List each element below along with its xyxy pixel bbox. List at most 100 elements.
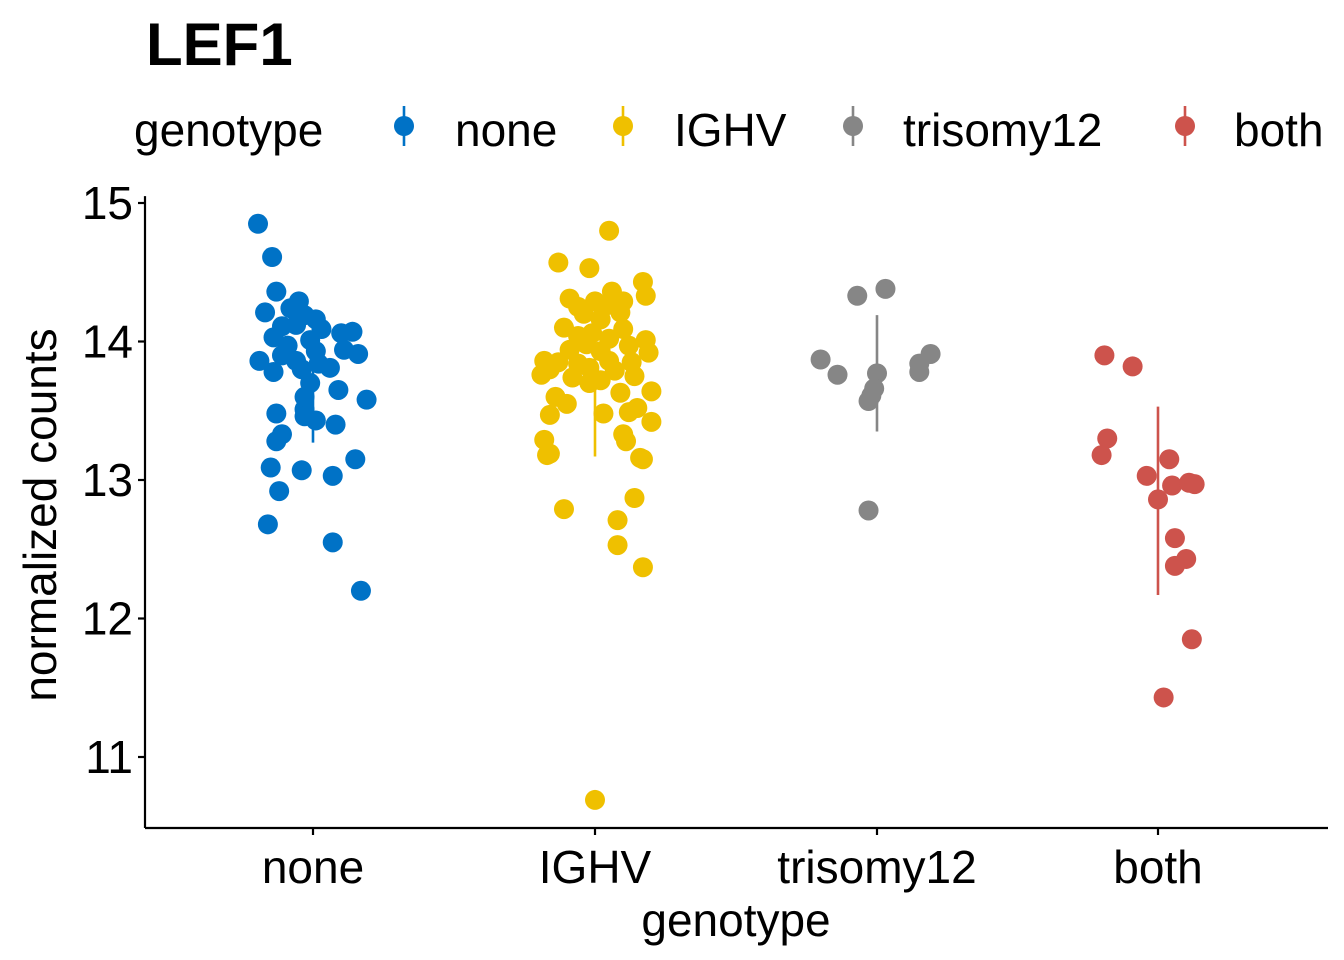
data-point-trisomy12 (827, 364, 848, 385)
y-tick-label: 11 (85, 731, 133, 783)
data-point-trisomy12 (909, 361, 930, 382)
legend-item-none: none (394, 104, 557, 156)
data-point-ighv (632, 449, 653, 470)
data-point-ighv (562, 367, 583, 388)
data-point-none (305, 410, 326, 431)
data-point-trisomy12 (858, 500, 879, 521)
data-point-none (266, 431, 287, 452)
legend-key-dot (394, 116, 414, 136)
x-tick-label-trisomy12: trisomy12 (777, 841, 976, 893)
data-point-none (328, 379, 349, 400)
data-point-none (266, 281, 287, 302)
data-point-ighv (607, 535, 628, 556)
data-point-ighv (618, 402, 639, 423)
data-point-trisomy12 (810, 349, 831, 370)
data-point-ighv (607, 510, 628, 531)
x-tick-label-both: both (1113, 841, 1203, 893)
legend-label: none (455, 104, 557, 156)
data-point-trisomy12 (867, 363, 887, 384)
data-point-ighv (539, 404, 560, 425)
x-axis-title: genotype (641, 894, 830, 946)
y-tick-label: 15 (82, 177, 133, 229)
data-point-ighv (638, 342, 659, 363)
data-point-both (1164, 528, 1185, 549)
data-point-trisomy12 (858, 391, 879, 412)
x-tick-label-ighv: IGHV (539, 841, 652, 893)
data-point-ighv (616, 431, 637, 452)
data-point-none (286, 314, 307, 335)
data-point-none (266, 403, 287, 424)
legend-key-dot (843, 116, 863, 136)
data-point-ighv (548, 252, 569, 273)
data-point-none (342, 321, 363, 342)
data-point-ighv (537, 445, 558, 466)
data-point-both (1162, 475, 1183, 496)
legend-item-ighv: IGHV (613, 104, 787, 156)
data-point-none (248, 213, 269, 234)
data-point-both (1181, 629, 1202, 650)
legend-item-both: both (1175, 104, 1324, 156)
data-point-none (322, 465, 343, 486)
chart-title: LEF1 (146, 11, 293, 78)
data-point-ighv (641, 381, 662, 402)
data-point-both (1148, 489, 1168, 510)
data-point-both (1153, 687, 1174, 708)
data-point-both (1159, 449, 1180, 470)
data-point-ighv (610, 302, 631, 323)
data-point-ighv (610, 382, 631, 403)
data-point-ighv (604, 360, 625, 381)
legend-title: genotype (134, 104, 323, 156)
legend-label: both (1234, 104, 1324, 156)
data-point-none (255, 302, 276, 323)
data-point-both (1091, 445, 1112, 466)
x-tick-label-none: none (262, 841, 364, 893)
data-point-none (249, 350, 270, 371)
y-tick-label: 14 (82, 316, 133, 368)
data-point-both (1097, 428, 1118, 449)
legend-label: trisomy12 (903, 104, 1102, 156)
data-point-none (356, 389, 377, 410)
data-point-ighv (531, 364, 552, 385)
axes: 11 12 13 14 15 none IGHV trisomy12 both (82, 177, 1328, 893)
data-point-none (319, 357, 340, 378)
data-point-trisomy12 (847, 285, 868, 306)
data-point-ighv (641, 411, 662, 432)
data-point-ighv (624, 366, 645, 387)
data-point-ighv (599, 220, 620, 241)
data-point-none (348, 343, 369, 364)
data-point-none (262, 247, 283, 268)
data-point-ighv (585, 789, 605, 810)
data-point-none (325, 414, 346, 435)
data-point-both (1136, 465, 1157, 486)
data-point-ighv (635, 285, 656, 306)
data-point-none (260, 457, 281, 478)
legend: genotype none IGHV trisomy12 both (134, 104, 1324, 156)
legend-item-trisomy12: trisomy12 (843, 104, 1102, 156)
data-point-ighv (590, 370, 611, 391)
data-points (248, 213, 1205, 810)
data-point-both (1122, 356, 1143, 377)
data-point-none (322, 532, 343, 553)
data-point-none (263, 361, 284, 382)
data-point-ighv (618, 335, 639, 356)
data-point-ighv (593, 403, 614, 424)
legend-key-dot (1175, 116, 1195, 136)
y-axis-title: normalized counts (14, 328, 66, 701)
data-point-ighv (556, 393, 577, 414)
data-point-trisomy12 (875, 278, 896, 299)
data-point-both (1094, 345, 1115, 366)
data-point-none (350, 580, 371, 601)
summary-bars (311, 306, 1160, 595)
data-point-ighv (613, 319, 634, 340)
data-point-none (269, 481, 290, 502)
y-tick-label: 12 (82, 593, 133, 645)
data-point-both (1164, 555, 1185, 576)
data-point-ighv (553, 499, 574, 520)
y-tick-label: 13 (82, 454, 133, 506)
legend-label: IGHV (674, 104, 787, 156)
data-point-none (291, 460, 312, 481)
data-point-none (345, 449, 366, 470)
data-point-ighv (573, 303, 594, 324)
data-point-none (257, 514, 278, 535)
